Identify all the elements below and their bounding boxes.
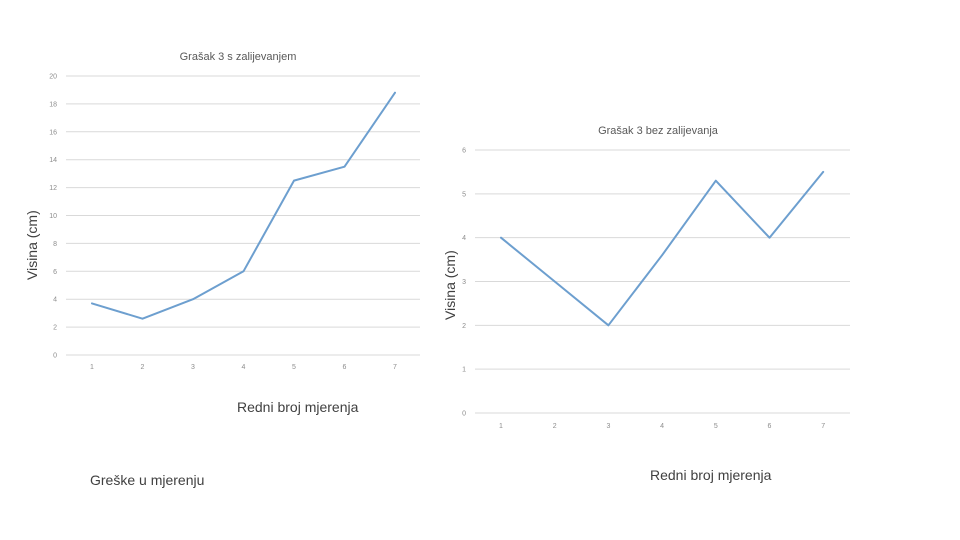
y-axis-label-chart-1: Visina (cm) [24, 210, 40, 280]
data-point [553, 280, 556, 283]
y-tick-label: 20 [49, 74, 57, 81]
chart-without-watering: Grašak 3 bez zalijevanja 0 1 2 3 4 5 6 1 2 3 4 5 6 7 [462, 125, 850, 430]
x-tick-label: 4 [660, 423, 664, 430]
x-tick-label: 6 [768, 423, 772, 430]
data-point [192, 298, 194, 301]
chart-title: Grašak 3 bez zalijevanja [598, 125, 719, 137]
y-tick-label: 16 [49, 129, 57, 136]
chart-title: Grašak 3 s zalijevanjem [180, 51, 297, 63]
x-tick-label: 1 [90, 364, 94, 371]
y-tick-label: 6 [53, 269, 57, 276]
data-point [500, 236, 502, 239]
x-axis-label-chart-1: Redni broj mjerenja [237, 399, 359, 415]
chart-with-watering: Grašak 3 s zalijevanjem 0246810121416182… [49, 51, 420, 371]
x-tick-label: 6 [343, 364, 347, 371]
y-tick-label: 10 [49, 213, 57, 220]
x-tick-label: 7 [821, 423, 825, 430]
y-axis-label-chart-2: Visina (cm) [442, 250, 458, 320]
x-axis-label-chart-2: Redni broj mjerenja [650, 467, 772, 483]
x-tick-label: 1 [499, 423, 503, 430]
y-tick-label: 14 [49, 157, 57, 164]
y-tick-label: 0 [53, 353, 57, 360]
y-tick-label: 2 [53, 325, 57, 332]
data-point [394, 91, 396, 94]
data-point [661, 254, 663, 256]
x-tick-label: 2 [553, 423, 557, 430]
y-tick-label: 4 [53, 297, 57, 304]
x-tick-label: 5 [292, 364, 296, 371]
y-tick-label: 6 [462, 148, 466, 155]
data-point [141, 317, 144, 320]
y-tick-label: 8 [53, 241, 57, 248]
x-tick-label: 3 [606, 423, 610, 430]
y-tick-label: 2 [462, 323, 466, 330]
data-point [293, 179, 295, 182]
data-point [822, 171, 824, 173]
x-tick-label: 5 [714, 423, 718, 430]
x-tick-label: 3 [191, 364, 195, 371]
x-tick-label: 2 [141, 364, 145, 371]
y-tick-label: 4 [462, 235, 466, 242]
data-point [343, 165, 346, 168]
x-tick-label: 7 [393, 364, 397, 371]
x-tick-label: 4 [242, 364, 246, 371]
y-tick-label: 18 [49, 101, 57, 108]
y-tick-label: 5 [462, 191, 466, 198]
data-point [715, 179, 717, 182]
data-point [242, 270, 245, 273]
data-point [91, 302, 93, 305]
y-tick-label: 12 [49, 185, 57, 192]
y-tick-label: 3 [462, 279, 466, 286]
y-tick-label: 0 [462, 411, 466, 418]
measurement-errors-note: Greške u mjerenju [90, 472, 205, 488]
data-point [768, 236, 771, 239]
series-line [500, 170, 825, 327]
series-line [91, 91, 396, 320]
data-point [607, 324, 610, 327]
y-tick-label: 1 [462, 367, 466, 374]
